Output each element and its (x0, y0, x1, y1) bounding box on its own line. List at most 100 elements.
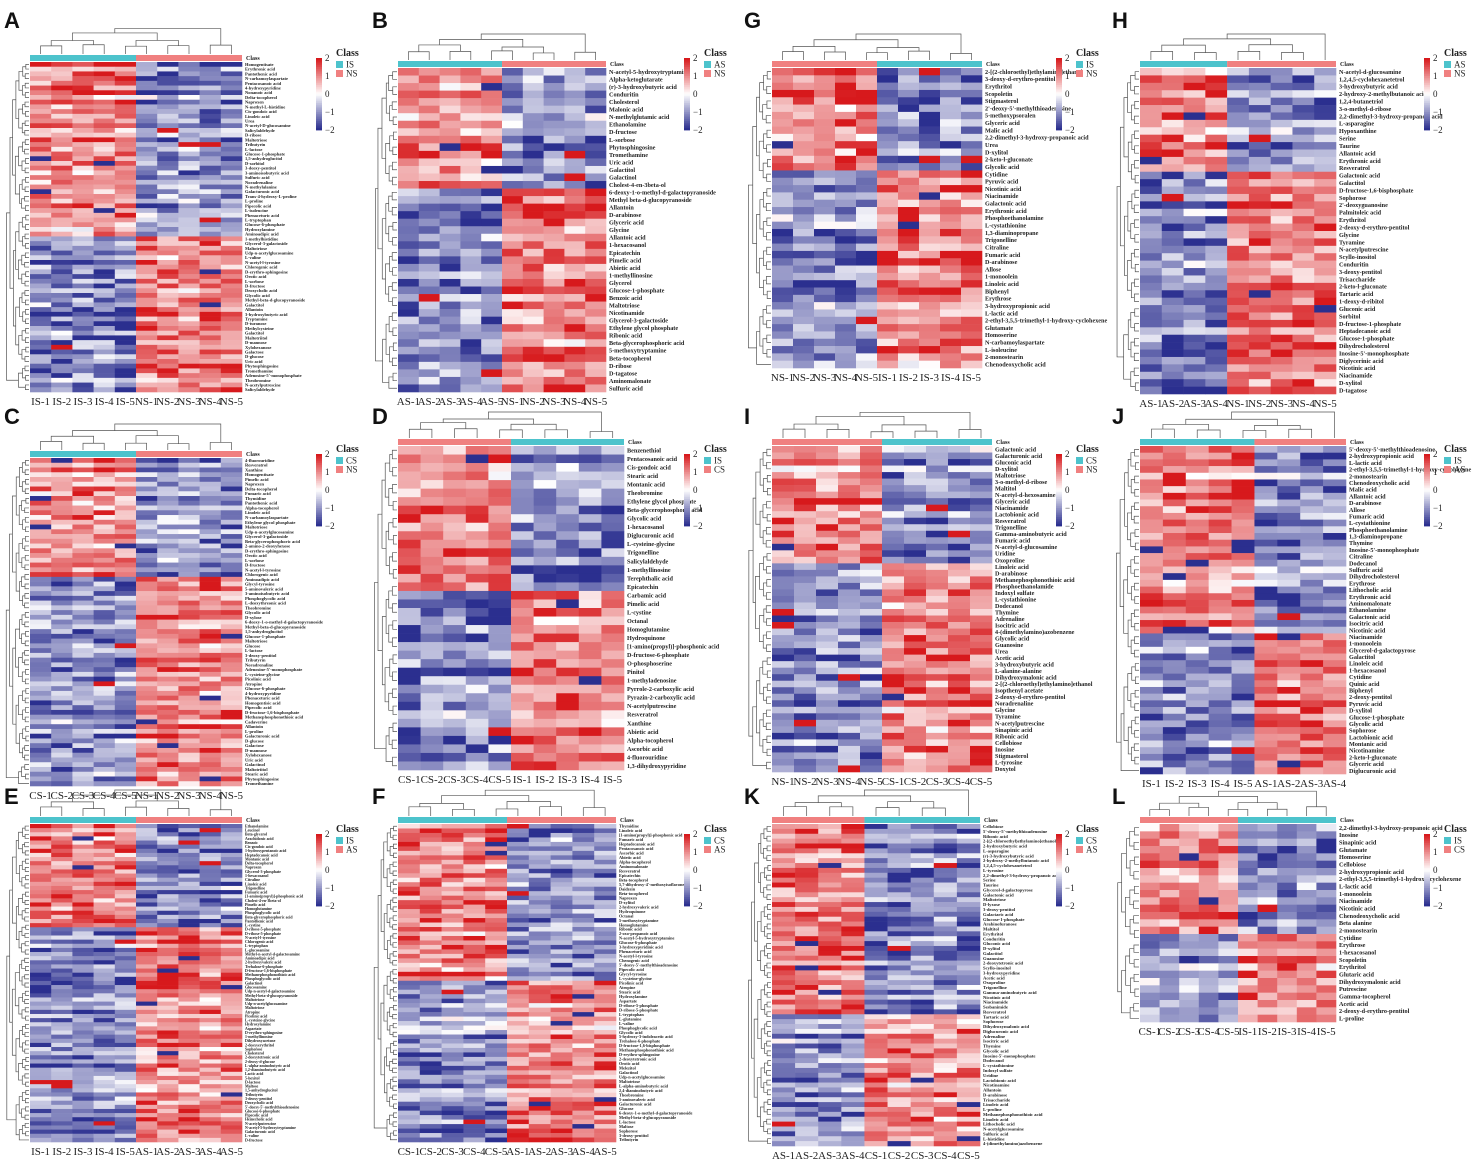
heatmap-cell (522, 181, 544, 189)
heatmap-cell (488, 718, 512, 728)
heatmap-cell (578, 744, 602, 754)
legend-gradient-step (1056, 472, 1062, 475)
heatmap-cell (940, 89, 962, 98)
heatmap-cell (398, 294, 420, 302)
heatmap-cell (564, 339, 586, 348)
heatmap-cell (961, 250, 983, 259)
heatmap-cell (30, 667, 52, 673)
heatmap-cell (564, 384, 586, 393)
heatmap-cell (502, 331, 524, 340)
heatmap-cell (772, 243, 794, 252)
heatmap-cell (420, 676, 444, 686)
heatmap-cell (1227, 223, 1250, 232)
row-label: Glycolic acid (995, 636, 1030, 643)
heatmap-cell (199, 477, 222, 483)
heatmap-cell (72, 231, 94, 237)
legend-gradient-step (684, 454, 690, 457)
heatmap-cell (838, 609, 861, 616)
heatmap-cell (136, 667, 158, 673)
heatmap-cell (856, 287, 878, 296)
heatmap-cell (1300, 747, 1324, 755)
legend-gradient-step (1424, 506, 1430, 509)
heatmap-cell (919, 104, 941, 113)
heatmap-cell (114, 236, 137, 242)
heatmap-cell (136, 128, 158, 134)
heatmap-cell (72, 581, 94, 587)
heatmap-cell (898, 185, 920, 193)
heatmap-cell (1183, 208, 1206, 217)
heatmap-cell (136, 175, 158, 181)
heatmap-cell (51, 222, 73, 228)
heatmap-cell (838, 595, 861, 603)
heatmap-cell (772, 324, 794, 332)
heatmap-cell (1185, 466, 1209, 474)
heatmap-cell (114, 368, 137, 374)
heatmap-cell (220, 572, 243, 578)
heatmap-cell (93, 519, 116, 525)
heatmap-cell (136, 500, 158, 506)
heatmap-cell (136, 189, 158, 195)
heatmap-cell (511, 497, 534, 506)
heatmap-cell (533, 471, 557, 481)
row-label: Galactonic acid (1339, 173, 1381, 180)
heatmap-cell (157, 757, 179, 763)
row-label: Trisaccharide (1339, 276, 1376, 283)
heatmap-cell (898, 236, 920, 244)
heatmap-cell (157, 486, 179, 492)
heatmap-cell (114, 576, 137, 582)
heatmap-cell (418, 173, 440, 182)
heatmap-cell (136, 236, 158, 242)
heatmap-cell (199, 676, 222, 682)
heatmap-cell (585, 211, 607, 219)
heatmap-cell (502, 354, 524, 363)
heatmap-cell (1183, 193, 1206, 202)
heatmap-cell (1314, 127, 1337, 135)
heatmap-cell (940, 287, 962, 296)
heatmap-cell (30, 676, 52, 682)
heatmap-cell (72, 330, 94, 336)
heatmap-cell (136, 184, 158, 190)
heatmap-cell (136, 373, 158, 379)
heatmap-cell (1323, 559, 1347, 567)
heatmap-cell (114, 548, 137, 554)
heatmap-cell (1208, 586, 1232, 594)
heatmap-cell (1270, 105, 1293, 113)
heatmap-cell (1183, 371, 1206, 380)
heatmap-cell (199, 624, 222, 630)
heatmap-cell (835, 104, 857, 113)
class-bar-label: Class (628, 440, 642, 446)
heatmap-cell (502, 248, 524, 257)
heatmap-cell (1231, 666, 1255, 674)
heatmap-cell (460, 75, 482, 84)
heatmap-cell (1314, 305, 1337, 313)
heatmap-cell (1248, 216, 1271, 224)
column-label: IS-1 (31, 396, 50, 408)
heatmap-cell (502, 113, 524, 122)
heatmap-cell (835, 126, 857, 135)
heatmap-cell (1254, 686, 1278, 694)
heatmap-cell (72, 738, 94, 744)
heatmap-cell (877, 133, 899, 142)
row-label: N-acetylputrescine (995, 720, 1045, 727)
heatmap-cell (51, 529, 73, 535)
heatmap-cell (178, 326, 200, 332)
heatmap-cell (398, 181, 420, 189)
heatmap-cell (502, 339, 524, 348)
heatmap-cell (51, 302, 73, 308)
heatmap-cell (72, 269, 94, 275)
heatmap-cell (794, 622, 817, 629)
heatmap-cell (1231, 459, 1255, 467)
heatmap-cell (1323, 633, 1347, 641)
heatmap-cell (1162, 546, 1187, 554)
heatmap-cell (533, 735, 557, 745)
heatmap-cell (199, 629, 222, 635)
heatmap-cell (1183, 112, 1206, 121)
heatmap-cell (199, 278, 222, 284)
heatmap-cell (1254, 559, 1278, 567)
heatmap-cell (772, 609, 795, 616)
heatmap-cell (1314, 386, 1337, 395)
heatmap-cell (793, 236, 815, 244)
legend-group-label: CS (1086, 456, 1097, 466)
heatmap-cell (601, 505, 625, 515)
heatmap-cell (114, 538, 137, 544)
